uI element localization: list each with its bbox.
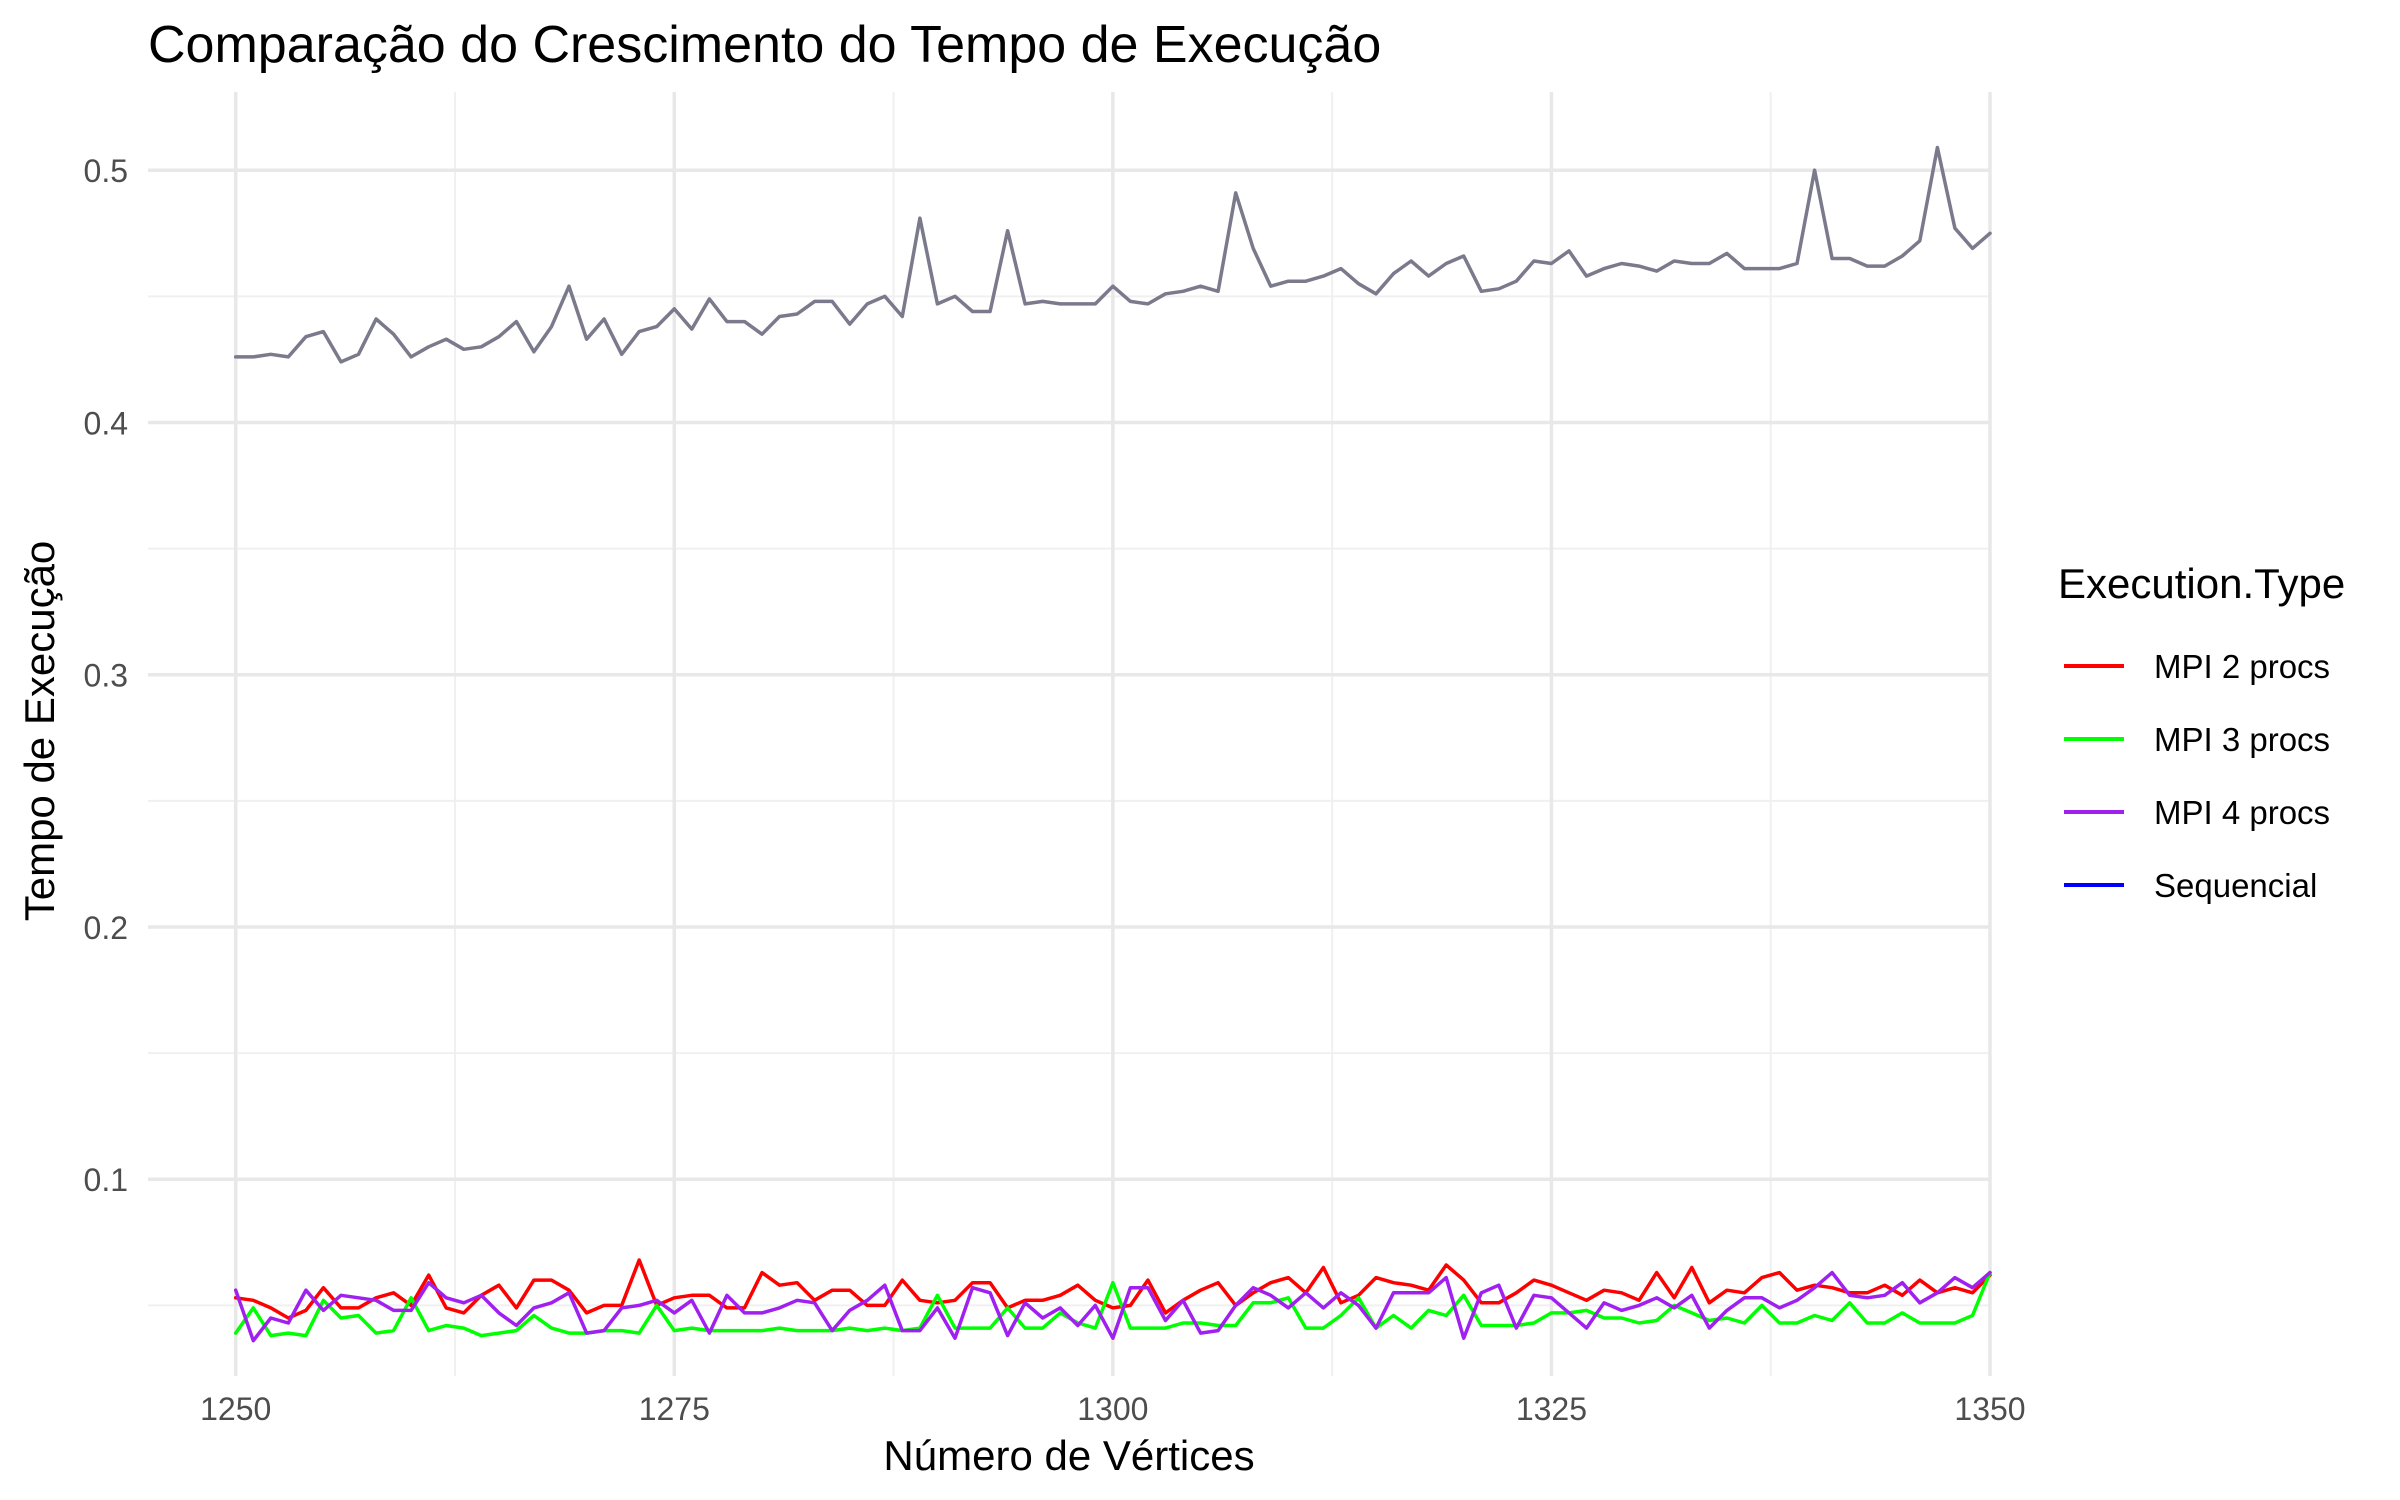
series-line-mpi-4-procs xyxy=(233,1270,1992,1343)
legend-label-sequencial: Sequencial xyxy=(2154,867,2317,904)
y-tick-label: 0.1 xyxy=(84,1162,128,1198)
chart-title: Comparação do Crescimento do Tempo de Ex… xyxy=(148,16,1381,74)
legend-label-mpi-2-procs: MPI 2 procs xyxy=(2154,648,2330,685)
legend-label-mpi-3-procs: MPI 3 procs xyxy=(2154,721,2330,758)
x-axis-label: Número de Vértices xyxy=(883,1432,1254,1479)
y-tick-label: 0.5 xyxy=(84,153,128,189)
y-axis-label: Tempo de Execução xyxy=(16,541,63,922)
major-gridlines xyxy=(148,92,1992,1376)
x-axis-tick-labels: 1250 1275 1300 1325 1350 xyxy=(200,1391,2025,1427)
series-layer xyxy=(233,145,1992,1343)
series-line-mpi-3-procs xyxy=(233,1270,1992,1338)
y-tick-label: 0.3 xyxy=(84,658,128,694)
x-tick-label: 1300 xyxy=(1077,1391,1148,1427)
y-axis-tick-labels: 0.1 0.2 0.3 0.4 0.5 xyxy=(84,153,128,1198)
legend-title: Execution.Type xyxy=(2058,560,2345,607)
x-tick-label: 1325 xyxy=(1516,1391,1587,1427)
legend-items: MPI 2 procs MPI 3 procs MPI 4 procs Sequenc… xyxy=(2064,648,2330,904)
x-tick-label: 1250 xyxy=(200,1391,271,1427)
series-line-sequencial xyxy=(233,145,1992,364)
x-tick-label: 1350 xyxy=(1954,1391,2025,1427)
legend-label-mpi-4-procs: MPI 4 procs xyxy=(2154,794,2330,831)
series-line-mpi-2-procs xyxy=(233,1258,1992,1320)
y-tick-label: 0.4 xyxy=(84,405,128,441)
y-tick-label: 0.2 xyxy=(84,910,128,946)
x-tick-label: 1275 xyxy=(639,1391,710,1427)
